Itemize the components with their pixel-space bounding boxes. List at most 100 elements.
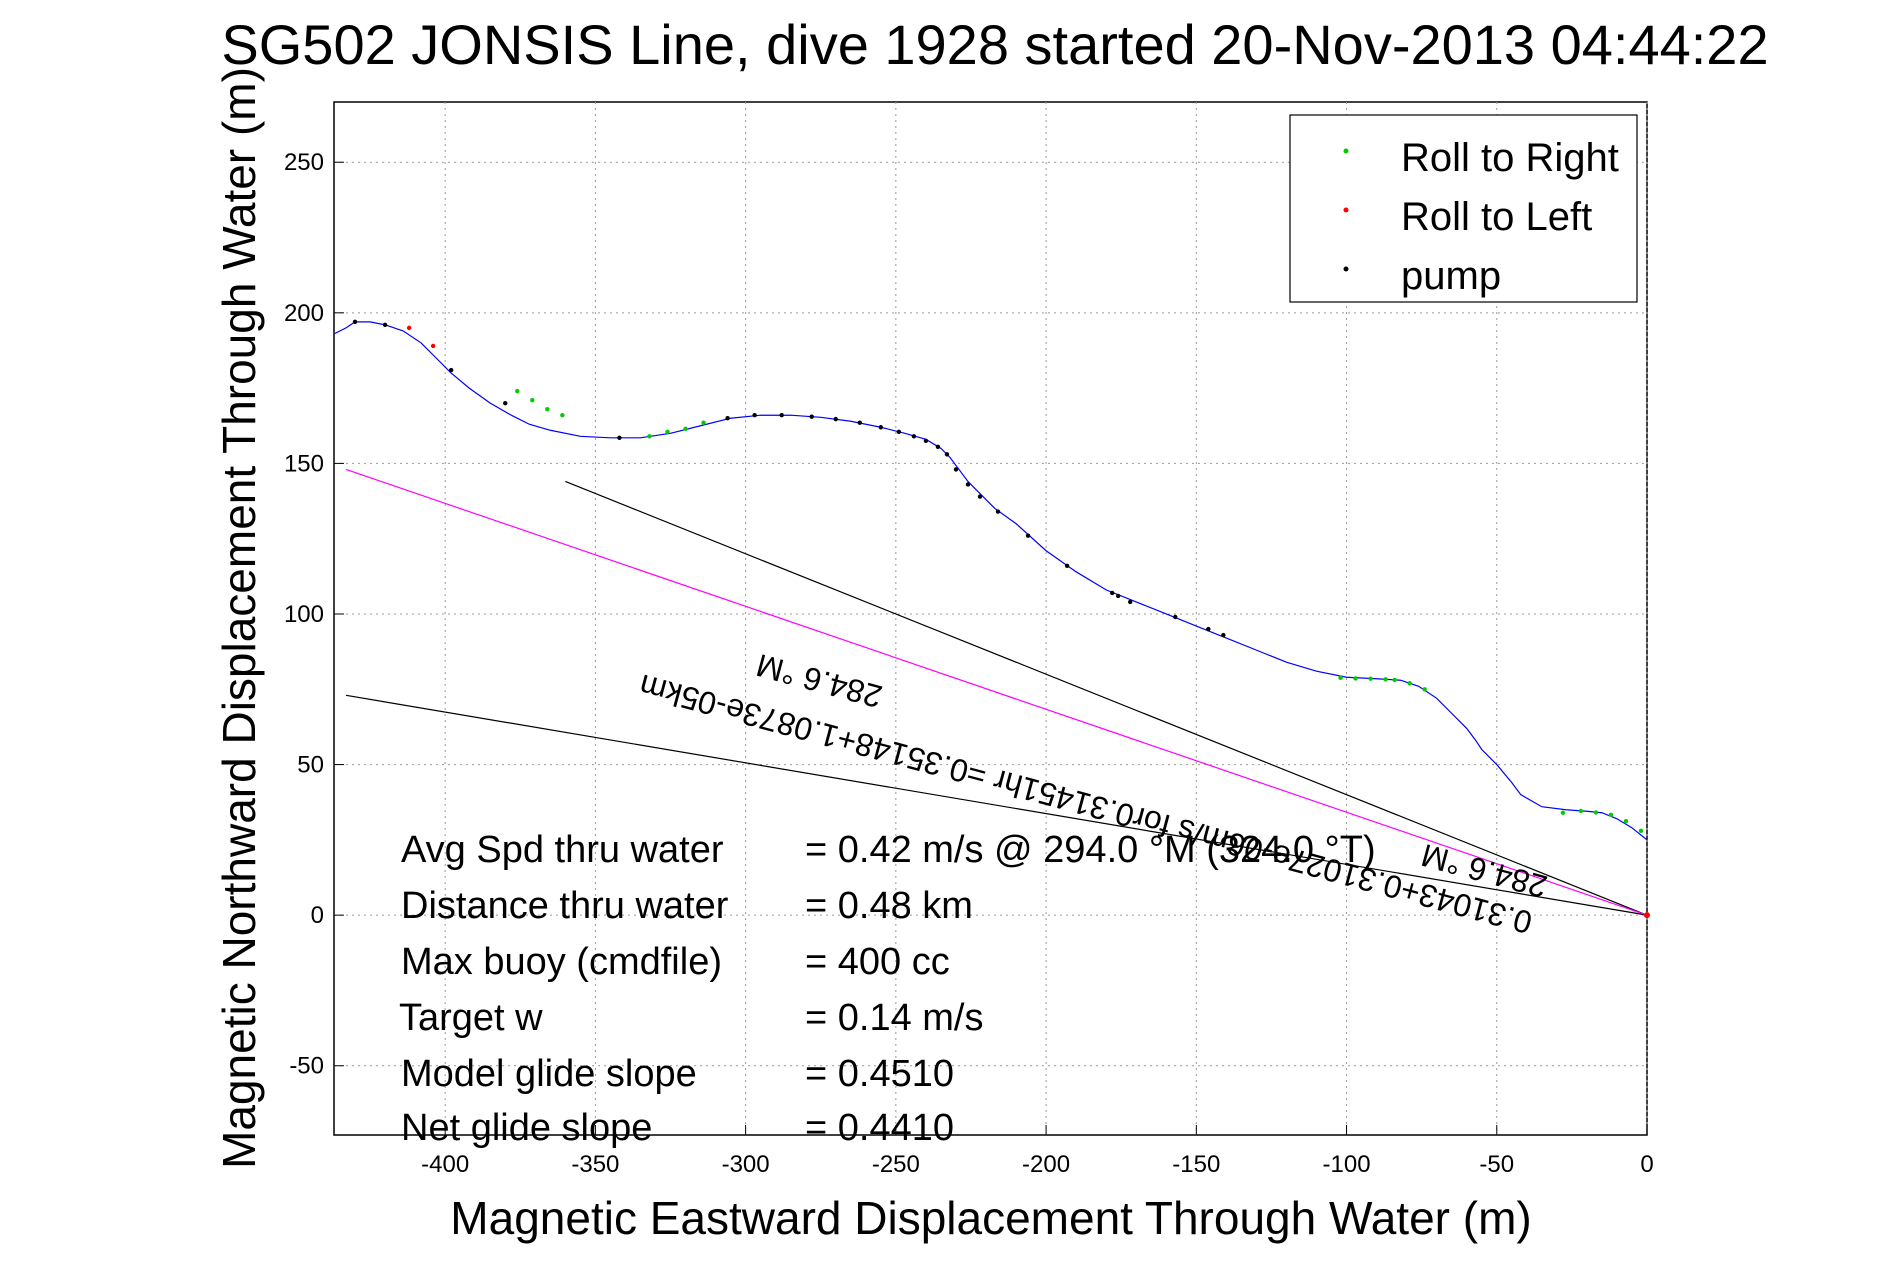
stat-label: Max buoy (cmdfile) — [401, 941, 722, 983]
reference-line — [345, 468, 1648, 916]
y-tick-label: 250 — [284, 149, 324, 176]
x-tick-label: -150 — [1172, 1151, 1220, 1178]
x-tick-label: -350 — [571, 1151, 619, 1178]
roll-right-point — [1383, 677, 1388, 682]
y-tick-label: 150 — [284, 450, 324, 477]
pump-point — [1206, 626, 1211, 632]
roll-right-point — [1608, 812, 1614, 818]
pump-point — [382, 322, 388, 328]
pump-point — [878, 425, 884, 430]
stats-block: Avg Spd thru water = 0.42 m/s @ 294.0 °M… — [399, 829, 1376, 1149]
legend-label-roll-right: Roll to Right — [1401, 136, 1619, 180]
roll-right-point — [701, 420, 706, 425]
stat-value: = 0.14 m/s — [805, 997, 983, 1039]
pump-point — [725, 416, 730, 421]
y-tick-label: 100 — [284, 601, 324, 628]
pump-point — [503, 400, 508, 406]
pump-point — [911, 434, 917, 439]
pump-point — [752, 413, 757, 418]
stat-label: Distance thru water — [401, 885, 729, 927]
pump-point — [965, 482, 971, 487]
roll-left-point — [406, 325, 412, 331]
pump-point — [953, 467, 959, 472]
stat-label: Target w — [399, 997, 543, 1039]
pump-point — [779, 413, 784, 418]
pump-point — [977, 494, 983, 499]
pump-point — [1064, 563, 1070, 568]
track-line — [333, 321, 1648, 841]
roll-right-point — [1422, 687, 1427, 692]
pump-point — [1025, 533, 1031, 538]
pump-point — [448, 367, 454, 373]
roll-right-point — [530, 397, 535, 403]
stat-label: Avg Spd thru water — [401, 829, 724, 871]
pump-point — [1115, 593, 1121, 599]
roll-right-point — [1578, 808, 1584, 814]
pump-point — [1173, 614, 1178, 620]
pump-point — [833, 416, 838, 422]
stat-value: = 0.4510 — [805, 1053, 954, 1095]
stat-label: Net glide slope — [401, 1107, 652, 1149]
reference-line — [345, 694, 1648, 916]
pump-point — [809, 414, 814, 419]
roll-right-point — [515, 388, 520, 394]
roll-right-point — [647, 434, 652, 439]
y-axis-label: Magnetic Northward Displacement Through … — [213, 67, 265, 1169]
legend-label-pump: pump — [1401, 254, 1501, 298]
roll-right-point — [1560, 810, 1566, 815]
roll-right-point — [683, 426, 688, 431]
x-tick-label: -50 — [1479, 1151, 1514, 1178]
y-tick-label: -50 — [289, 1053, 324, 1080]
stat-label: Model glide slope — [401, 1053, 697, 1095]
roll-right-point — [1623, 818, 1629, 824]
roll-right-point — [1407, 681, 1412, 686]
pump-point — [944, 452, 950, 457]
pump-point — [352, 319, 358, 325]
x-tick-label: -100 — [1323, 1151, 1371, 1178]
legend-marker-roll-left — [1343, 207, 1349, 213]
roll-right-point — [560, 413, 565, 418]
roll-right-point — [1338, 675, 1343, 681]
pump-point — [995, 509, 1001, 514]
stat-value: = 400 cc — [805, 941, 950, 983]
pump-point — [617, 435, 622, 441]
x-tick-label: 0 — [1640, 1151, 1653, 1178]
track-layer — [333, 321, 1648, 841]
stat-value: = 0.42 m/s @ 294.0 °M (324.0 °T) — [805, 829, 1376, 871]
y-tick-label: 200 — [284, 300, 324, 327]
x-tick-label: -400 — [421, 1151, 469, 1178]
roll-right-point — [1593, 810, 1599, 815]
pump-point — [1128, 599, 1133, 605]
chart-title: SG502 JONSIS Line, dive 1928 started 20-… — [221, 13, 1768, 76]
x-tick-label: -200 — [1022, 1151, 1070, 1178]
pump-point — [923, 438, 929, 444]
roll-right-point — [1638, 828, 1644, 834]
legend-marker-pump — [1343, 266, 1349, 272]
reference-lines — [345, 468, 1648, 916]
y-tick-label: 50 — [297, 752, 324, 779]
pump-point — [935, 444, 941, 450]
tick-labels: -400 -350 -300 -250 -200 -150 -100 -50 0 -50 0 50 10… — [284, 149, 1654, 1178]
pump-point — [896, 429, 902, 434]
grid — [334, 102, 1648, 1135]
legend-label-roll-left: Roll to Left — [1401, 195, 1592, 239]
roll-right-point — [545, 406, 550, 412]
y-tick-label: 0 — [311, 902, 324, 929]
roll-left-point — [430, 343, 436, 349]
x-axis-label: Magnetic Eastward Displacement Through W… — [450, 1192, 1531, 1244]
pump-point — [857, 420, 863, 425]
stat-value: = 0.4410 — [805, 1107, 954, 1149]
x-tick-label: -250 — [872, 1151, 920, 1178]
x-tick-label: -300 — [722, 1151, 770, 1178]
pump-point — [1109, 590, 1115, 596]
stat-value: = 0.48 km — [805, 885, 973, 927]
roll-right-point — [1353, 676, 1358, 681]
reference-line — [565, 480, 1648, 916]
end-point — [1644, 912, 1650, 919]
legend: Roll to Right Roll to Left pump — [1289, 114, 1638, 303]
pump-point — [1221, 632, 1226, 638]
roll-right-point — [1368, 676, 1373, 681]
marker-layer — [352, 319, 1650, 919]
roll-right-point — [1392, 677, 1397, 683]
